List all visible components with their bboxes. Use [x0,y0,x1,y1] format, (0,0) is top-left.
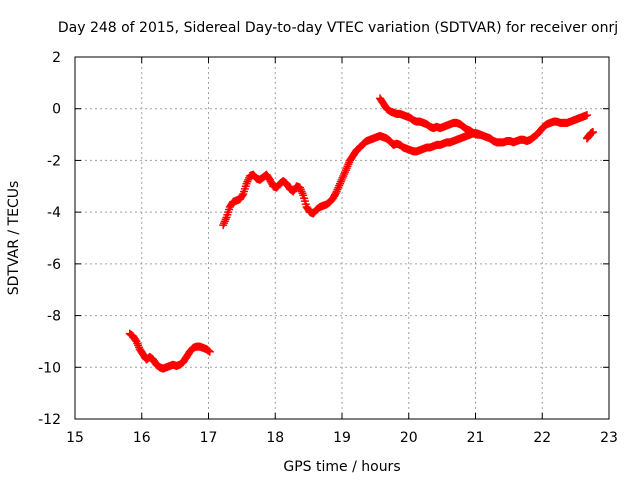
y-tick-label: -4 [47,205,61,221]
series-segment-2 [219,111,591,230]
chart-title: Day 248 of 2015, Sidereal Day-to-day VTE… [58,20,618,36]
data-point-marker [298,189,307,198]
x-tick-label: 21 [467,430,485,446]
data-point-marker [335,181,344,190]
x-tick-label: 23 [600,430,618,446]
y-tick-label: -2 [47,153,61,169]
data-point-marker [130,334,139,343]
data-point-marker [264,173,273,182]
x-tick-label: 16 [133,430,151,446]
data-point-marker [205,347,214,356]
data-point-marker [221,215,230,224]
data-point-marker [301,200,310,209]
data-points [125,94,597,373]
y-tick-label: -12 [38,412,61,428]
data-point-marker [582,111,591,120]
y-tick-label: -6 [47,257,61,273]
series-segment-1 [125,329,214,373]
x-tick-label: 17 [200,430,218,446]
data-point-marker [238,191,247,200]
x-tick-label: 15 [66,430,84,446]
data-point-marker [588,128,597,137]
x-tick-label: 19 [333,430,351,446]
data-point-marker [331,189,340,198]
axis-ticks: 15 16 17 18 19 20 21 22 23 -12 -10 -8 -6 -4 -2 0 2 [38,50,618,446]
series-segment-4 [582,127,597,143]
y-tick-label: -10 [38,360,61,376]
data-point-marker [330,190,339,199]
x-tick-label: 22 [533,430,551,446]
data-point-marker [338,173,347,182]
x-tick-label: 20 [400,430,418,446]
y-tick-label: 2 [52,50,61,66]
data-point-marker [341,166,350,175]
series-segment-3 [376,94,485,139]
data-point-marker [225,205,234,214]
data-point-marker [475,130,484,139]
y-axis-label: SDTVAR / TECUs [6,181,22,296]
y-tick-label: 0 [52,102,61,118]
x-axis-label: GPS time / hours [283,459,400,475]
grid-lines [75,57,609,419]
data-point-marker [237,192,246,201]
data-point-marker [241,182,250,191]
y-tick-label: -8 [47,309,61,325]
x-tick-label: 18 [266,430,284,446]
